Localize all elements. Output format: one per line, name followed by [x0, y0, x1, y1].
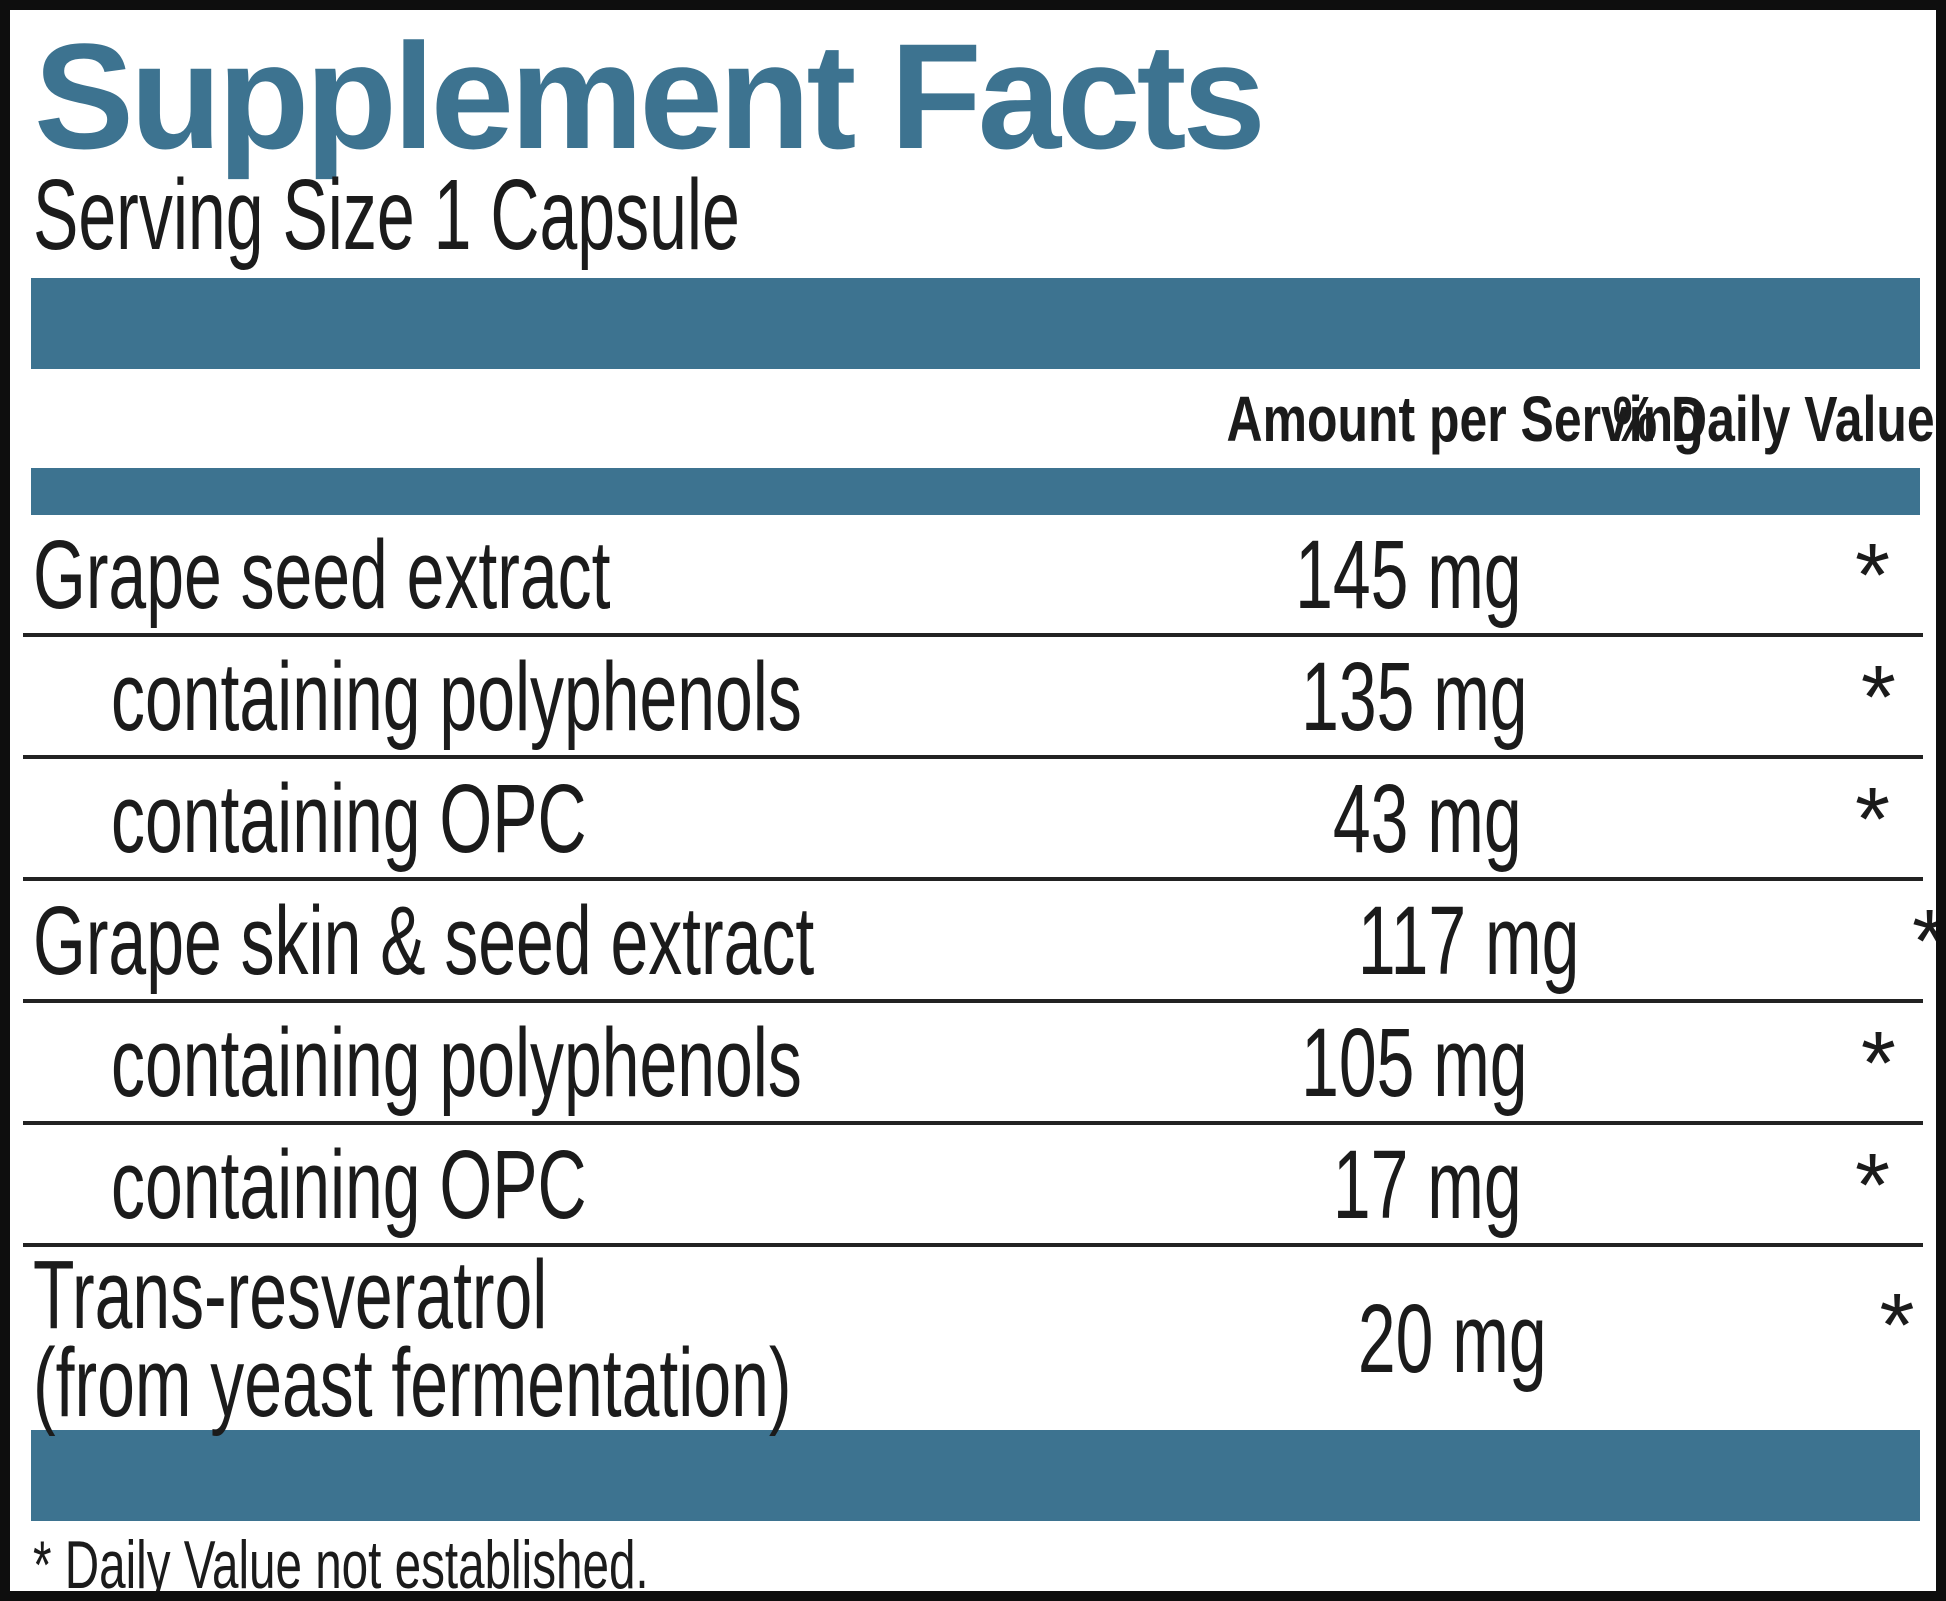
- table-row: Trans-resveratrol (from yeast fermentati…: [23, 1239, 1923, 1437]
- ingredient-name: containing OPC: [111, 763, 587, 873]
- ingredient-amount: 145 mg: [1295, 519, 1522, 629]
- ingredient-amount: 20 mg: [1357, 1284, 1547, 1393]
- table-row: containing polyphenols 105 mg *: [23, 1003, 1923, 1125]
- daily-value-asterisk: *: [1854, 526, 1890, 626]
- column-header-row: Amount per Serving % Daily Value: [23, 369, 1935, 468]
- ingredient-table: Grape seed extract 145 mg * containing p…: [10, 515, 1936, 1437]
- daily-value-asterisk: *: [1860, 1014, 1896, 1114]
- table-row: containing polyphenols 135 mg *: [23, 637, 1923, 759]
- ingredient-amount: 117 mg: [1357, 885, 1580, 995]
- separator-bar-bottom: [31, 1430, 1920, 1521]
- separator-bar-header: [31, 468, 1920, 515]
- daily-value-asterisk: *: [1912, 892, 1946, 992]
- daily-value-column-header: % Daily Value: [1612, 382, 1935, 455]
- footnote: * Daily Value not established.: [33, 1527, 649, 1601]
- table-row: Grape seed extract 145 mg *: [23, 515, 1923, 637]
- table-row: containing OPC 17 mg *: [23, 1125, 1923, 1247]
- table-row: Grape skin & seed extract 117 mg *: [23, 881, 1936, 1003]
- separator-bar-top: [31, 278, 1920, 369]
- daily-value-asterisk: *: [1879, 1276, 1915, 1376]
- serving-size: Serving Size 1 Capsule: [33, 159, 1936, 271]
- daily-value-asterisk: *: [1860, 648, 1896, 748]
- table-row: containing OPC 43 mg *: [23, 759, 1923, 881]
- ingredient-amount: 135 mg: [1301, 641, 1528, 751]
- ingredient-amount: 17 mg: [1333, 1129, 1522, 1239]
- amount-column-header: Amount per Serving: [1226, 382, 1704, 455]
- ingredient-amount: 105 mg: [1301, 1007, 1528, 1117]
- panel-title: Supplement Facts: [34, 20, 1936, 172]
- panel-title-text: Supplement Facts: [34, 12, 1266, 180]
- daily-value-asterisk: *: [1854, 770, 1890, 870]
- ingredient-name: Grape seed extract: [33, 519, 611, 629]
- serving-size-text: Serving Size 1 Capsule: [33, 159, 740, 271]
- ingredient-name: containing OPC: [111, 1129, 587, 1239]
- ingredient-name: containing polyphenols: [111, 641, 802, 751]
- daily-value-asterisk: *: [1854, 1136, 1890, 1236]
- ingredient-name: Grape skin & seed extract: [33, 885, 815, 995]
- ingredient-name: Trans-resveratrol (from yeast fermentati…: [33, 1239, 792, 1437]
- ingredient-name: containing polyphenols: [111, 1007, 802, 1117]
- ingredient-amount: 43 mg: [1333, 763, 1522, 873]
